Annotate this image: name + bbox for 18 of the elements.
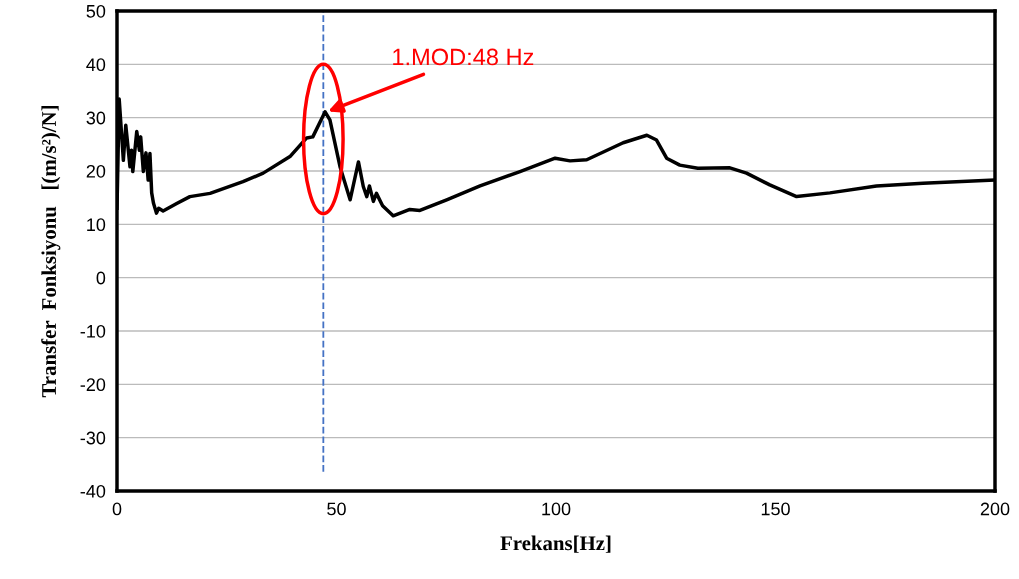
y-tick-label: 50 (86, 4, 106, 18)
y-tick-label: 10 (87, 218, 106, 232)
x-tick-label: 200 (980, 502, 1010, 516)
y-tick-label: 30 (86, 111, 106, 125)
y-tick-label: -20 (80, 378, 106, 392)
y-axis-title: Transfer Fonksiyonu [(m/s²)/N] (41, 105, 61, 398)
y-tick-label: 20 (86, 164, 106, 178)
y-tick-label: 0 (96, 271, 106, 285)
y-tick-label: -10 (80, 324, 106, 338)
x-tick-label: 150 (761, 502, 790, 516)
x-tick-label: 50 (327, 502, 346, 516)
x-axis-title: Frekans[Hz] (500, 535, 611, 553)
x-tick-label: 100 (542, 502, 571, 516)
x-tick-label: 0 (112, 502, 122, 516)
annotation: 1.MOD:48 Hz (393, 48, 534, 66)
y-tick-label: -30 (80, 431, 106, 445)
y-tick-label: -40 (80, 484, 106, 498)
y-tick-label: 40 (86, 58, 106, 72)
